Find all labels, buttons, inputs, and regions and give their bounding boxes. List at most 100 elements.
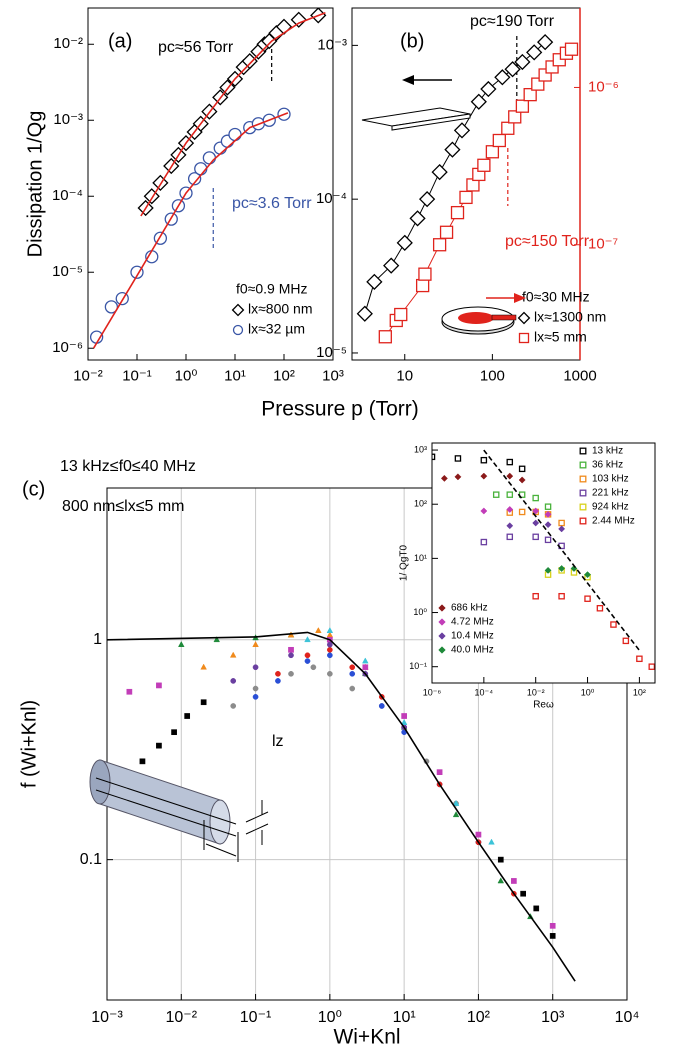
line <box>107 631 576 982</box>
marker <box>304 652 311 659</box>
plate-line <box>95 789 237 837</box>
y-axis-label: Dissipation 1/Qg <box>24 111 46 258</box>
x-tick-label: 10⁰ <box>175 367 198 384</box>
marker <box>544 566 552 574</box>
marker <box>532 507 540 515</box>
annotation: 800 nm≤lx≤5 mm <box>62 498 184 515</box>
y-tick-label: 10⁻¹ <box>409 661 427 671</box>
marker <box>200 663 207 670</box>
marker <box>477 158 491 172</box>
marker <box>394 307 408 322</box>
legend-title: f0≈30 MHz <box>522 289 590 305</box>
legend-label: lx≈5 mm <box>534 329 587 345</box>
legend-label: 686 kHz <box>451 603 488 614</box>
annotation: pc≈56 Torr <box>158 39 234 56</box>
marker <box>327 652 333 659</box>
y-axis-label: f (Wi+Knl) <box>18 700 40 788</box>
marker <box>453 122 471 139</box>
y-tick-label: 10⁻⁴ <box>52 187 83 204</box>
y-tick-label: 10⁻³ <box>317 36 347 53</box>
marker <box>288 646 294 653</box>
marker <box>532 592 539 600</box>
marker <box>518 476 526 484</box>
marker <box>378 330 392 344</box>
marker <box>532 519 540 527</box>
x-axis-label: Wi+Knl <box>333 1026 400 1049</box>
marker <box>579 489 587 497</box>
x-tick-label: 100 <box>480 367 505 384</box>
marker <box>327 646 333 653</box>
marker <box>104 300 119 314</box>
marker <box>152 174 169 191</box>
marker <box>400 718 408 725</box>
marker <box>454 473 462 481</box>
marker <box>492 133 506 148</box>
x-tick-label: 10⁴ <box>615 1009 640 1026</box>
marker <box>558 519 565 527</box>
y-tick-label: 0.1 <box>80 851 102 868</box>
marker <box>648 663 655 670</box>
y-tick-label: 10⁻² <box>53 35 83 52</box>
annotation: pc≈150 Torr <box>505 233 590 250</box>
marker <box>450 205 465 220</box>
marker <box>362 664 369 671</box>
y-tick-label: 10³ <box>414 444 427 454</box>
plot-frame <box>431 442 656 684</box>
series-group <box>432 449 655 670</box>
marker <box>315 627 322 633</box>
panel: 10 100 1000 10⁻⁵ 10⁻⁴ 10⁻³ 10⁻⁷ 10⁻⁶ (b) pc≈190 T… <box>316 7 619 384</box>
marker <box>610 621 617 628</box>
annotation: 13 kHz≤f0≤40 MHz <box>60 458 196 475</box>
marker <box>288 652 294 659</box>
marker <box>480 456 488 464</box>
marker <box>438 604 446 612</box>
legend-label: lx≈32 µm <box>248 321 305 337</box>
marker <box>579 503 587 511</box>
legend-label: 221 kHz <box>592 488 629 499</box>
y-tick-label: 10⁰ <box>413 607 427 617</box>
marker <box>401 713 407 719</box>
marker <box>438 632 446 640</box>
marker <box>520 890 527 897</box>
marker <box>362 657 369 664</box>
marker <box>326 627 334 633</box>
marker <box>544 503 552 510</box>
marker <box>584 595 591 602</box>
marker <box>438 618 446 626</box>
marker <box>492 491 500 498</box>
marker <box>156 742 162 749</box>
y-tick-label: 10⁻⁵ <box>52 263 83 280</box>
y-axis-label: 1/ QgT0 <box>399 545 410 582</box>
marker <box>432 453 436 461</box>
marker <box>418 267 432 281</box>
marker <box>213 636 221 643</box>
marker <box>156 682 162 689</box>
marker <box>504 61 521 78</box>
marker <box>506 533 514 541</box>
marker <box>419 191 436 208</box>
series-group <box>107 627 576 982</box>
plot-area <box>352 8 580 360</box>
marker <box>579 447 587 455</box>
marker <box>511 878 517 884</box>
marker <box>275 678 281 684</box>
y-tick-label: 10⁻⁴ <box>316 190 347 207</box>
y-tick-label: 10¹ <box>414 553 427 563</box>
x-tick-label: 10² <box>633 687 646 697</box>
marker <box>349 670 356 677</box>
marker <box>275 18 293 35</box>
x-tick-label: 10¹ <box>224 367 246 384</box>
marker <box>532 494 539 502</box>
plot-frame <box>87 7 334 361</box>
marker <box>230 678 237 684</box>
marker <box>232 324 244 336</box>
plot-frame <box>106 487 628 1001</box>
marker <box>432 238 447 252</box>
legend-label: 2.44 MHz <box>592 516 635 527</box>
x-tick-label: 10⁰ <box>318 1009 342 1026</box>
marker <box>494 69 511 86</box>
marker <box>409 210 426 227</box>
legend-label: 103 kHz <box>592 474 629 485</box>
marker <box>178 641 185 647</box>
marker <box>290 11 307 28</box>
